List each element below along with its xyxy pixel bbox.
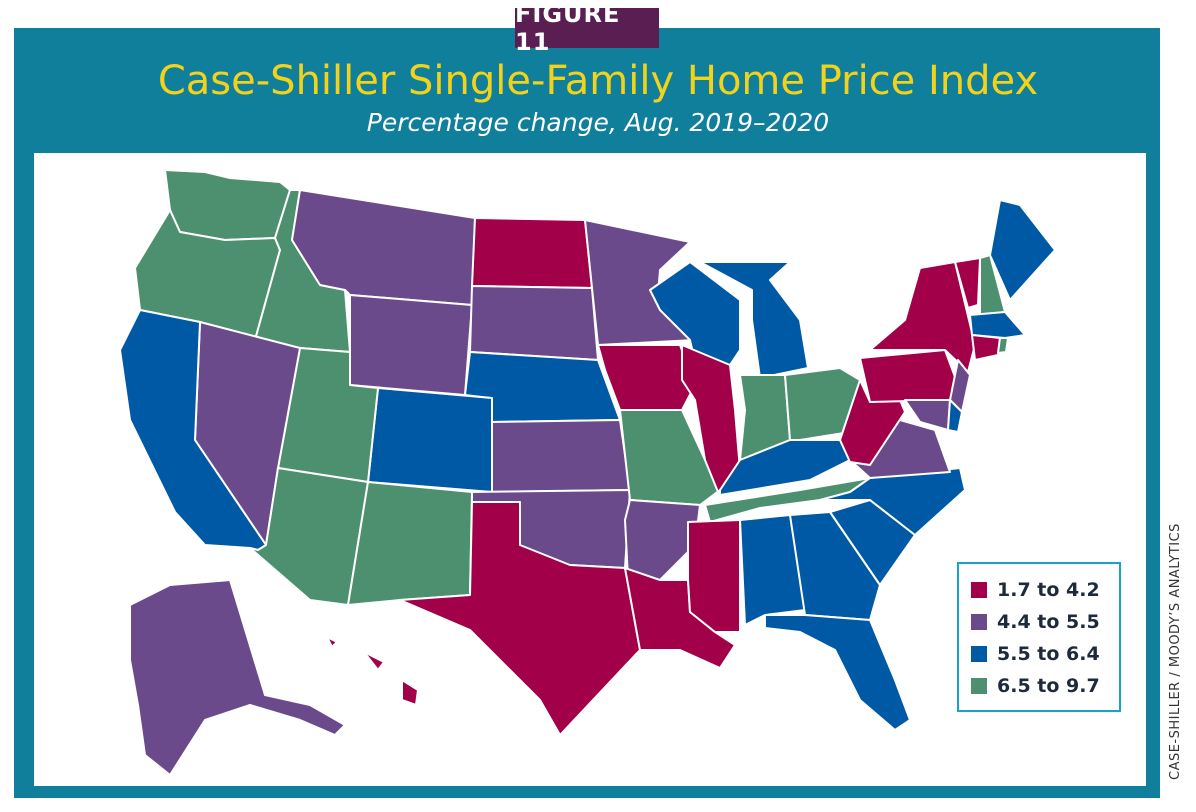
state-CO (367, 387, 493, 493)
legend-swatch (971, 646, 987, 662)
chart-title: Case-Shiller Single-Family Home Price In… (157, 58, 1039, 104)
state-WY (349, 294, 473, 396)
legend-label: 1.7 to 4.2 (997, 579, 1100, 601)
state-AK (129, 579, 346, 776)
legend-item: 1.7 to 4.2 (971, 574, 1119, 606)
legend-item: 4.4 to 5.5 (971, 606, 1119, 638)
state-MA (969, 311, 1026, 339)
state-NM (347, 481, 473, 606)
state-ND (471, 217, 593, 289)
state-HI-2 (363, 651, 385, 671)
state-RI (997, 337, 1009, 354)
state-SD (469, 285, 599, 361)
state-HI (401, 679, 419, 706)
state-NY (869, 261, 976, 373)
state-ME (989, 199, 1056, 301)
state-PA (859, 349, 959, 403)
state-DE (947, 399, 963, 433)
legend-swatch (971, 678, 987, 694)
source-credit: CASE-SHILLER / MOODY’S ANALYTICS (1168, 523, 1183, 780)
legend-swatch (971, 582, 987, 598)
state-FL (764, 614, 911, 731)
state-GA (789, 511, 881, 621)
state-NC (819, 467, 966, 536)
chart-subtitle: Percentage change, Aug. 2019–2020 (366, 108, 830, 137)
map-panel: 1.7 to 4.2 4.4 to 5.5 5.5 to 6.4 6.5 to … (34, 153, 1146, 786)
state-TX (399, 501, 641, 736)
legend-label: 5.5 to 6.4 (997, 643, 1100, 665)
state-LA (624, 567, 736, 669)
state-CT (971, 334, 1001, 361)
legend-swatch (971, 614, 987, 630)
legend-item: 6.5 to 9.7 (971, 670, 1119, 702)
state-MI (699, 261, 809, 379)
state-MS (687, 519, 741, 633)
legend-label: 6.5 to 9.7 (997, 675, 1100, 697)
state-IL (681, 344, 741, 493)
state-HI-3 (326, 636, 338, 648)
state-WA (164, 169, 291, 241)
legend-item: 5.5 to 6.4 (971, 638, 1119, 670)
figure-badge: FIGURE 11 (515, 0, 659, 56)
state-AL (739, 514, 806, 626)
state-VT (954, 257, 981, 309)
us-state-map (119, 169, 1056, 776)
map-legend: 1.7 to 4.2 4.4 to 5.5 5.5 to 6.4 6.5 to … (957, 562, 1121, 712)
legend-label: 4.4 to 5.5 (997, 611, 1100, 633)
state-KS (491, 419, 631, 493)
